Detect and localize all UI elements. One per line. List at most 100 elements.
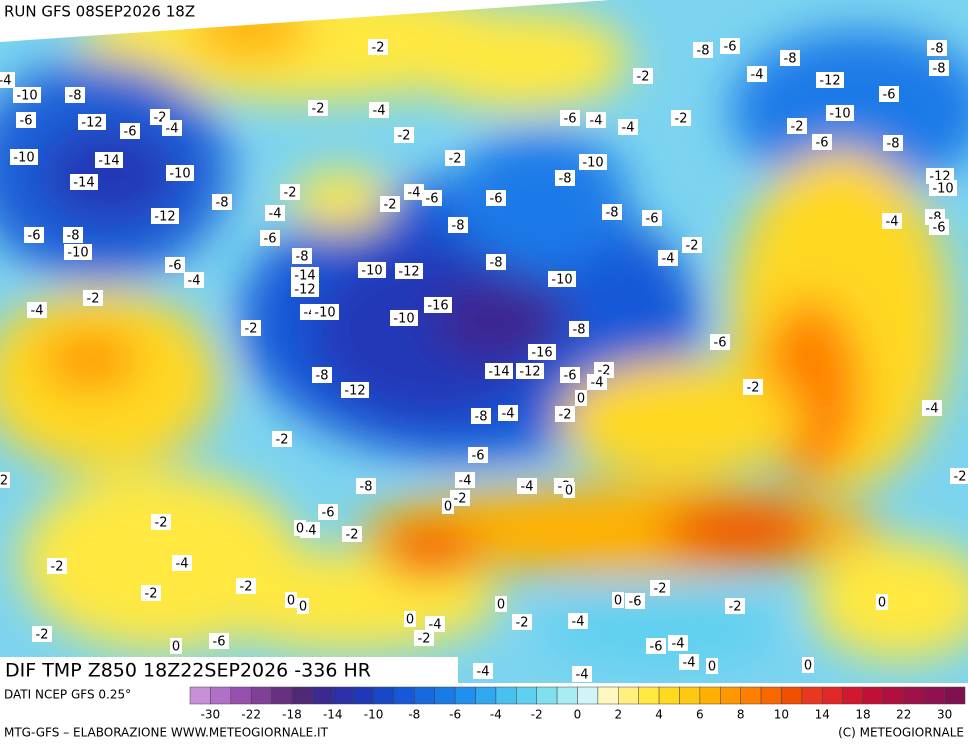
contour-label: -14 (73, 176, 94, 191)
contour-label: -10 (393, 312, 414, 327)
colorbar-swatch (679, 686, 701, 705)
label-box (587, 374, 607, 390)
label-box (650, 580, 670, 596)
contour-label: -14 (98, 154, 119, 169)
label-box (679, 654, 699, 670)
contour-label: -6 (472, 449, 485, 464)
contour-label: -4 (886, 215, 899, 230)
title-box (0, 657, 458, 683)
contour-label: -6 (322, 506, 335, 521)
label-box (743, 379, 763, 395)
label-box (586, 112, 606, 128)
contour-label: -4 (188, 274, 201, 289)
label-box (668, 635, 688, 651)
contour-label: -4 (408, 186, 421, 201)
label-box (297, 598, 309, 614)
label-box (682, 237, 702, 253)
label-box (369, 102, 389, 118)
colorbar-label: 18 (855, 708, 870, 722)
label-box (787, 118, 807, 134)
contour-label: -2 (145, 587, 158, 602)
contour-label: -2 (747, 381, 760, 396)
label-box (448, 217, 468, 233)
contour-label: 0 (804, 659, 812, 674)
contour-label: -10 (932, 182, 953, 197)
colorbar-swatch (597, 686, 619, 705)
contour-label: -6 (490, 192, 503, 207)
colorbar-swatch (740, 686, 762, 705)
run-header: RUN GFS 08SEP2026 18Z (4, 3, 195, 21)
contour-label: -6 (629, 595, 642, 610)
contour-label: -2 (36, 628, 49, 643)
label-box (568, 613, 588, 629)
colorbar-swatch (699, 686, 721, 705)
contour-label: 0 (878, 596, 886, 611)
contour-label: -12 (519, 365, 540, 380)
colorbar-swatch (923, 686, 945, 705)
colorbar-swatch (454, 686, 476, 705)
colorbar: -30 -22 -18 -14 -10 -8 -6 -4 -2 0 2 4 6 8 10 14 18 22 30 (189, 686, 966, 722)
contour-label: -6 (933, 221, 946, 236)
label-box (265, 205, 285, 221)
colorbar-swatch (393, 686, 415, 705)
label-box (95, 152, 123, 168)
contour-label: -6 (28, 229, 41, 244)
contour-label: -2 (418, 632, 431, 647)
label-box (358, 262, 386, 278)
colorbar-label: 2 (614, 708, 622, 722)
contour-label: -8 (316, 369, 329, 384)
contour-label: -6 (646, 212, 659, 227)
contour-label: -8 (933, 62, 946, 77)
label-box (485, 363, 513, 379)
colorbar-swatch (332, 686, 354, 705)
contour-label: 0 (299, 600, 307, 615)
contour-label: -8 (697, 44, 710, 59)
label-box (311, 304, 339, 320)
contour-label: 0 (287, 594, 295, 609)
contour-label: -10 (169, 167, 190, 182)
credit-text: MTG-GFS – ELABORAZIONE WWW.METEOGIORNALE… (4, 726, 329, 740)
contour-label: -4 (683, 656, 696, 671)
contour-label: -8 (296, 250, 309, 265)
colorbar-label: -2 (531, 708, 543, 722)
contour-label: -14 (294, 269, 315, 284)
label-box (693, 42, 713, 58)
contour-label: -2 (791, 120, 804, 135)
label-box (498, 405, 518, 421)
copyright-text: (C) METEOGIORNALE (838, 726, 964, 740)
label-box (802, 657, 814, 673)
contour-label: -8 (452, 219, 465, 234)
colorbar-label: -30 (201, 708, 221, 722)
colorbar-label: 8 (737, 708, 745, 722)
label-box (710, 334, 730, 350)
contour-label: 0 (444, 500, 452, 515)
colorbar-swatch (536, 686, 558, 705)
contour-label: 0 (172, 640, 180, 655)
contour-label: -8 (606, 206, 619, 221)
label-box (165, 257, 185, 273)
label-box (285, 592, 297, 608)
label-box (929, 219, 949, 235)
contour-label: -12 (294, 283, 315, 298)
contour-label: -2 (240, 580, 253, 595)
contour-label: -10 (551, 273, 572, 288)
label-box (184, 272, 204, 288)
label-box (442, 498, 454, 514)
label-box (63, 227, 83, 243)
colorbar-swatch (658, 686, 680, 705)
label-box (318, 504, 338, 520)
contour-label: -4 (269, 207, 282, 222)
label-box (312, 367, 332, 383)
colorbar-swatch (250, 686, 272, 705)
contour-label: -2 (372, 41, 385, 56)
label-box (425, 616, 445, 632)
label-box (658, 250, 678, 266)
contour-label: -2 (312, 102, 325, 117)
contour-label: -4 (166, 122, 179, 137)
label-box (879, 86, 899, 102)
colorbar-swatch (720, 686, 741, 705)
contour-label: -12 (154, 210, 175, 225)
contour-label: -10 (829, 107, 850, 122)
contour-label: -4 (572, 615, 585, 630)
label-box (236, 578, 256, 594)
